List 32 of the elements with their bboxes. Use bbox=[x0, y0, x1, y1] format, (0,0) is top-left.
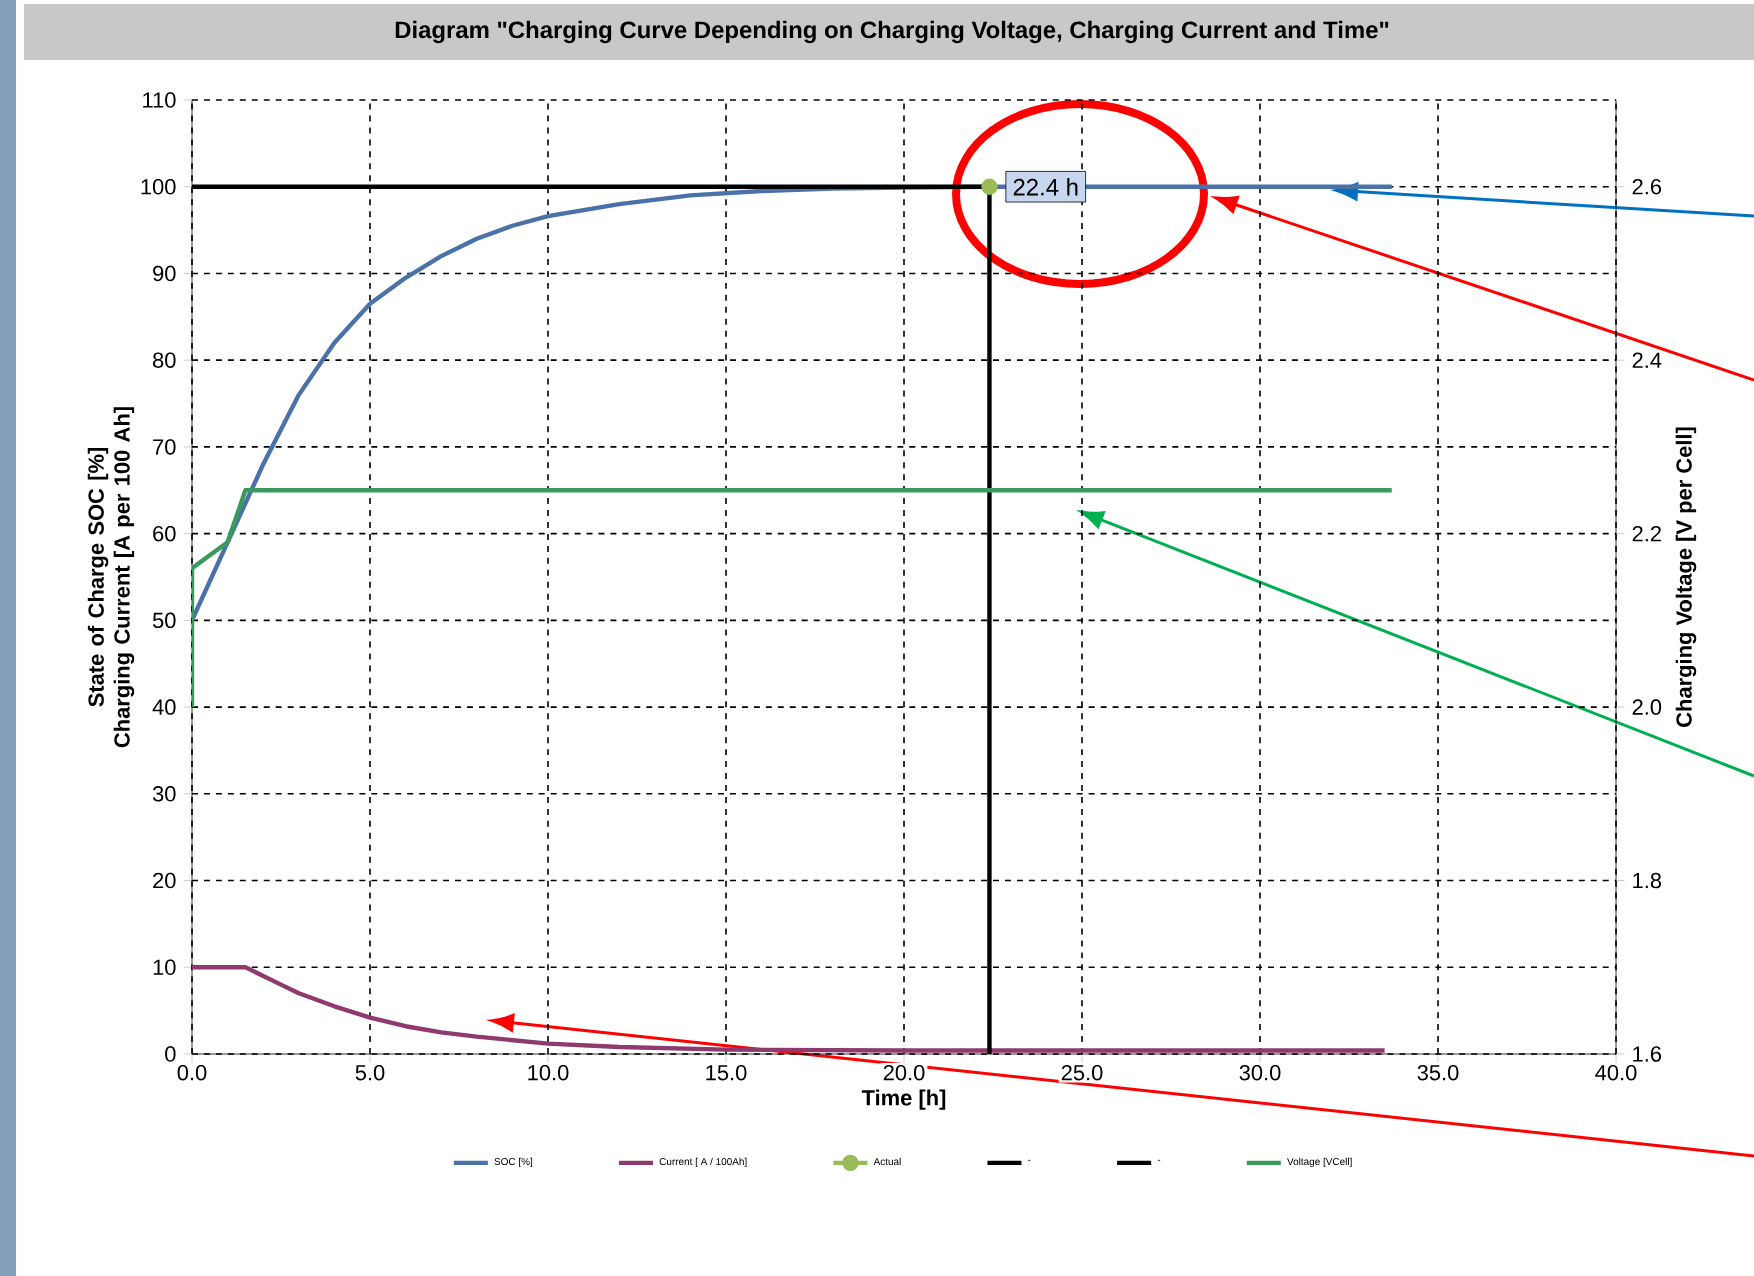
y2-tick-label: 1.8 bbox=[1633, 872, 1662, 889]
x-tick-label: 10.0 bbox=[528, 1064, 569, 1081]
y2-tick-label: 1.6 bbox=[1633, 1046, 1662, 1062]
y-tick-label: 30 bbox=[152, 786, 176, 802]
x-axis-title: Time [h] bbox=[861, 1089, 946, 1110]
y2-axis-title: Charging Voltage [V per Cell] bbox=[1675, 427, 1697, 727]
x-tick-label: 5.0 bbox=[355, 1064, 385, 1081]
x-tick-label: 40.0 bbox=[1595, 1064, 1637, 1081]
y-tick-label: 10 bbox=[153, 959, 176, 976]
y-axis-title: State of Charge SOC [%] Charging Current [A per 100 Ah] bbox=[87, 407, 135, 748]
x-tick-label: 20.0 bbox=[883, 1064, 925, 1081]
x-tick-label: 15.0 bbox=[706, 1064, 747, 1081]
y-tick-label: 40 bbox=[152, 699, 176, 715]
chart-title: Diagram "Charging Curve Depending on Charging Voltage, Charging Current and Time" bbox=[395, 20, 1389, 44]
y-tick-label: 70 bbox=[153, 439, 176, 455]
y-tick-label: 90 bbox=[153, 265, 176, 282]
y-tick-label: 110 bbox=[143, 92, 176, 108]
y2-tick-label: 2.2 bbox=[1632, 526, 1661, 542]
annotation: 22.4 h bbox=[1013, 178, 1078, 196]
y-tick-label: 0 bbox=[165, 1046, 176, 1062]
x-tick-label: 35.0 bbox=[1417, 1064, 1459, 1081]
y2-tick-label: 2.6 bbox=[1632, 178, 1662, 195]
y-tick-label: 80 bbox=[153, 352, 176, 368]
x-tick-label: 30.0 bbox=[1239, 1064, 1281, 1081]
y-tick-label: 20 bbox=[153, 872, 176, 889]
y-tick-label: 100 bbox=[141, 178, 176, 195]
x-tick-label: 0.0 bbox=[177, 1064, 207, 1081]
y2-tick-label: 2.0 bbox=[1632, 699, 1662, 715]
y-tick-label: 60 bbox=[153, 525, 176, 542]
y-tick-label: 50 bbox=[152, 612, 176, 629]
x-tick-label: 25.0 bbox=[1061, 1064, 1103, 1081]
y2-tick-label: 2.4 bbox=[1632, 352, 1662, 368]
